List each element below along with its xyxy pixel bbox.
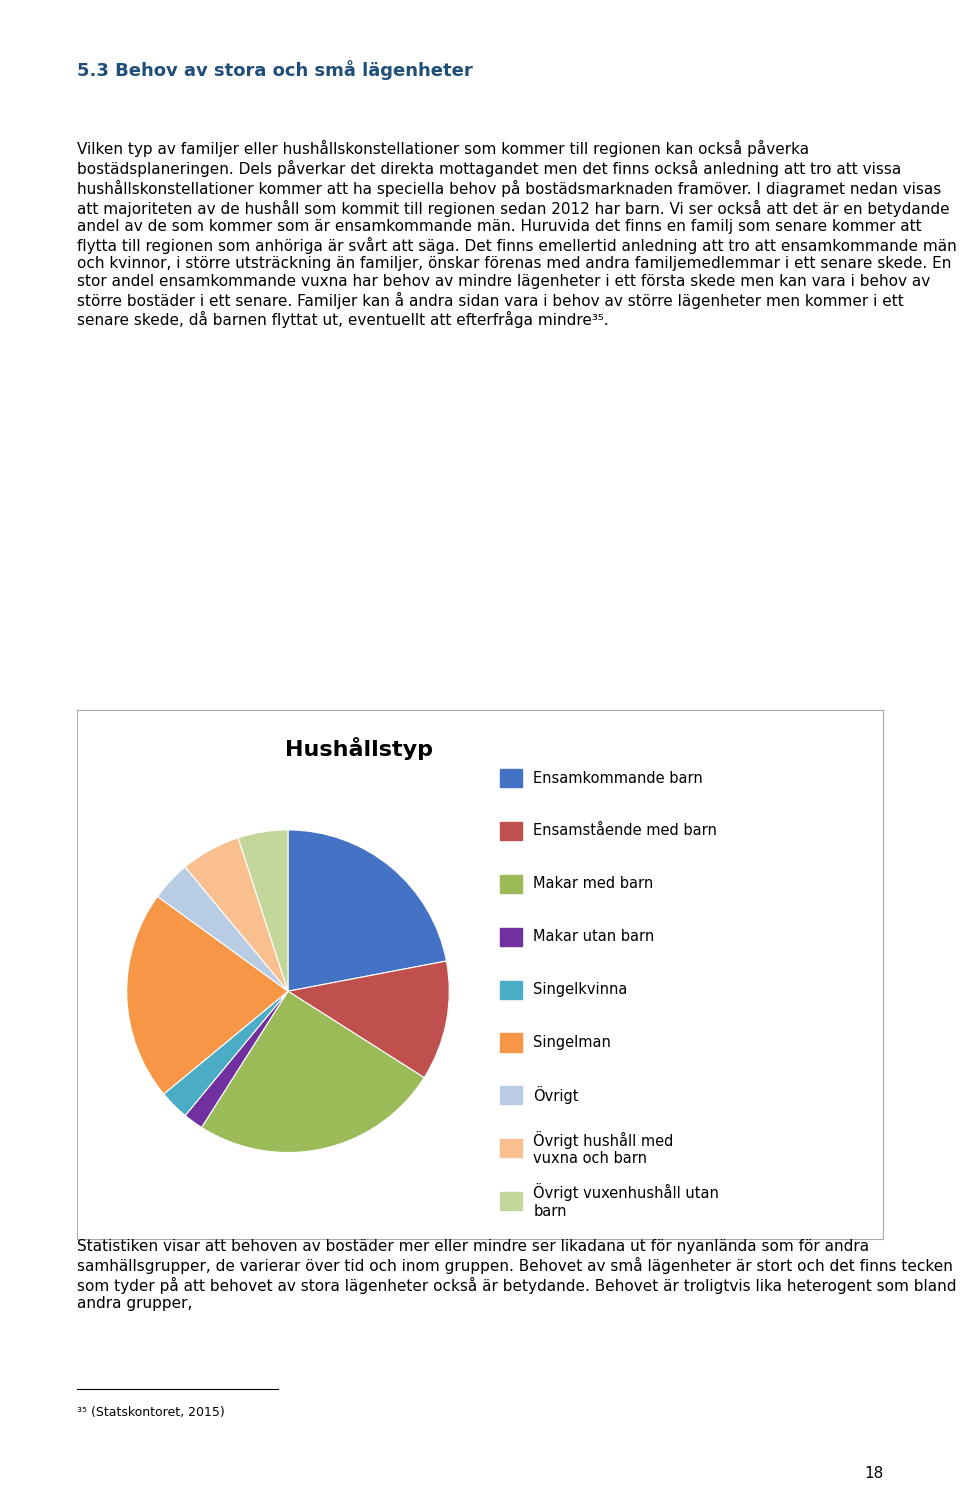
Text: 5.3 Behov av stora och små lägenheter: 5.3 Behov av stora och små lägenheter: [77, 60, 472, 80]
Bar: [500, 981, 522, 999]
Bar: [500, 1086, 522, 1105]
Text: 18: 18: [864, 1466, 883, 1481]
Bar: [500, 769, 522, 787]
Text: Ensamstående med barn: Ensamstående med barn: [533, 823, 717, 839]
Wedge shape: [288, 961, 449, 1077]
Wedge shape: [202, 991, 424, 1153]
Text: Övrigt: Övrigt: [533, 1086, 579, 1105]
Bar: [500, 1192, 522, 1210]
Bar: [500, 822, 522, 840]
Text: Singelman: Singelman: [533, 1035, 612, 1050]
Bar: [500, 928, 522, 946]
Text: Övrigt hushåll med
vuxna och barn: Övrigt hushåll med vuxna och barn: [533, 1130, 674, 1166]
Wedge shape: [127, 896, 288, 1094]
Wedge shape: [157, 867, 288, 991]
Text: Ensamkommande barn: Ensamkommande barn: [533, 771, 703, 786]
Text: Övrigt vuxenhushåll utan
barn: Övrigt vuxenhushåll utan barn: [533, 1183, 719, 1219]
Bar: [500, 1139, 522, 1157]
Text: Makar med barn: Makar med barn: [533, 876, 654, 891]
Text: Makar utan barn: Makar utan barn: [533, 929, 655, 944]
Text: Statistiken visar att behoven av bostäder mer eller mindre ser likadana ut för n: Statistiken visar att behoven av bostäde…: [77, 1239, 956, 1312]
Bar: [500, 875, 522, 893]
Text: Vilken typ av familjer eller hushållskonstellationer som kommer till regionen ka: Vilken typ av familjer eller hushållskon…: [77, 141, 956, 328]
Wedge shape: [238, 830, 288, 991]
Text: Hushållstyp: Hushållstyp: [285, 736, 433, 760]
Wedge shape: [164, 991, 288, 1115]
Wedge shape: [185, 991, 288, 1127]
Wedge shape: [288, 830, 446, 991]
Text: Singelkvinna: Singelkvinna: [533, 982, 628, 997]
Text: ³⁵ (Statskontoret, 2015): ³⁵ (Statskontoret, 2015): [77, 1407, 225, 1419]
Wedge shape: [185, 837, 288, 991]
Bar: [500, 1034, 522, 1052]
